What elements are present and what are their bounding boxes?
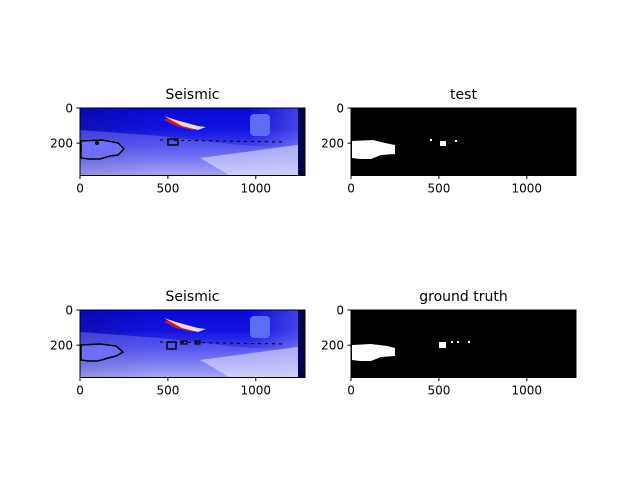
mask-region — [455, 140, 457, 142]
panel-title: ground truth — [419, 289, 507, 305]
y-tick-label: 0 — [336, 102, 344, 116]
axes: 0 500 1000 0 200 — [321, 304, 577, 398]
mask-region — [440, 141, 446, 146]
seismic-white-reflector — [164, 116, 206, 130]
x-tick-label: 500 — [427, 182, 450, 196]
panel-title: test — [450, 87, 477, 103]
mask-background — [351, 108, 576, 176]
y-tick-label: 0 — [65, 304, 73, 318]
panel-test: test 0 500 1000 0 200 — [321, 87, 577, 196]
axes: 0 500 1000 0 200 — [50, 304, 306, 398]
panel-seismic-bottom: Seismic 0 500 1000 0 200 — [50, 289, 306, 398]
contour-region — [167, 138, 179, 146]
contour-region — [166, 341, 177, 350]
contour-region — [80, 343, 125, 362]
x-tick-label: 1000 — [512, 182, 543, 196]
seismic-right-band — [298, 310, 305, 378]
y-tick-label: 200 — [321, 339, 344, 353]
seismic-deep-fan — [200, 144, 305, 176]
panel-seismic-top: Seismic 0 500 1000 0 200 — [50, 87, 306, 196]
seismic-seafloor — [80, 332, 305, 378]
contour-point — [95, 141, 99, 145]
x-tick-label: 0 — [76, 384, 84, 398]
y-tick-label: 200 — [321, 137, 344, 151]
x-tick-label: 0 — [347, 182, 355, 196]
axes-frame — [350, 309, 577, 378]
contour-region — [80, 139, 126, 160]
axes-frame — [350, 107, 577, 176]
mask-background — [351, 310, 576, 378]
panel-ground-truth: ground truth 0 500 1000 0 200 — [321, 289, 577, 398]
seismic-salt-dome — [250, 114, 270, 136]
axes-frame — [79, 309, 306, 378]
axes-frame — [79, 107, 306, 176]
x-tick-label: 500 — [427, 384, 450, 398]
y-tick-label: 200 — [50, 137, 73, 151]
seismic-salt-dome — [250, 316, 270, 338]
y-tick-label: 200 — [50, 339, 73, 353]
x-tick-label: 0 — [347, 384, 355, 398]
axes: 0 500 1000 0 200 — [321, 102, 577, 196]
seismic-seafloor — [80, 130, 305, 176]
mask-region — [352, 140, 395, 159]
mask-region — [451, 341, 453, 343]
mask-region — [457, 341, 459, 343]
x-tick-label: 500 — [156, 182, 179, 196]
mask-region — [468, 341, 470, 343]
axes: 0 500 1000 0 200 — [50, 102, 306, 196]
mask-region — [439, 342, 446, 348]
panel-title: Seismic — [166, 289, 220, 305]
seismic-image — [80, 108, 305, 176]
seismic-right-band — [298, 108, 305, 176]
x-tick-label: 1000 — [241, 384, 272, 398]
seismic-image — [80, 310, 305, 378]
seismic-deep-fan — [200, 346, 305, 378]
mask-region — [352, 344, 395, 361]
x-tick-label: 1000 — [512, 384, 543, 398]
panel-title: Seismic — [166, 87, 220, 103]
x-tick-label: 500 — [156, 384, 179, 398]
seismic-white-reflector — [164, 318, 206, 332]
x-tick-label: 0 — [76, 182, 84, 196]
x-tick-label: 1000 — [241, 182, 272, 196]
mask-region — [430, 139, 432, 141]
y-tick-label: 0 — [336, 304, 344, 318]
y-tick-label: 0 — [65, 102, 73, 116]
